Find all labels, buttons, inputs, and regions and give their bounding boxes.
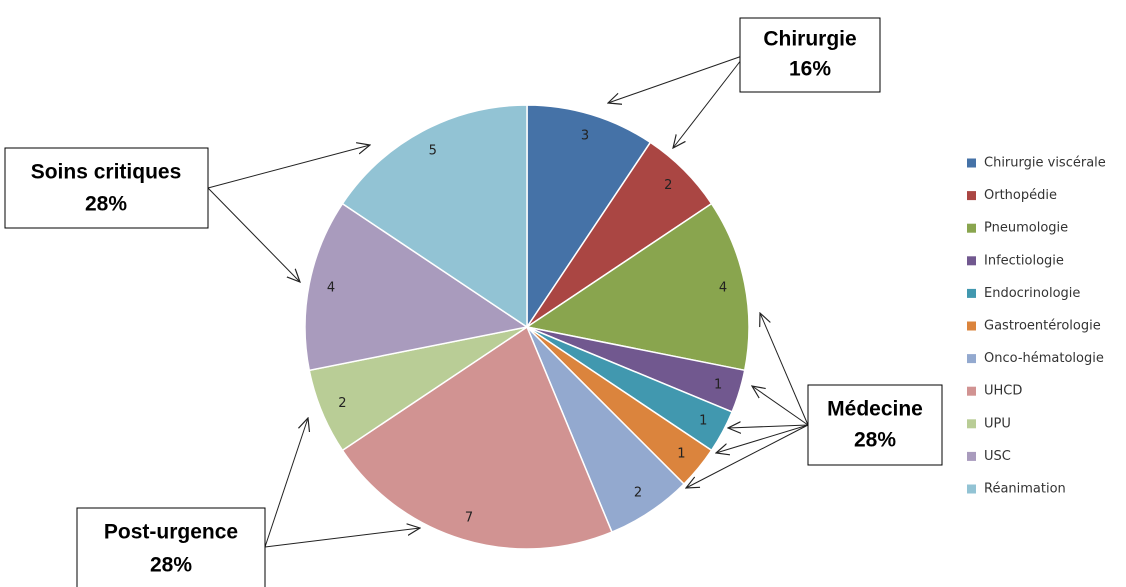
annotation-box: Médecine 28% [807,384,943,466]
annotation-box: Post-urgence 28% [76,507,266,587]
arrow [608,54,746,103]
data-label: 1 [699,414,707,429]
data-label: 1 [677,446,685,461]
data-label: 4 [327,281,335,296]
arrow [207,145,370,189]
data-label: 3 [581,128,589,143]
arrows [207,54,809,548]
slice [341,104,528,329]
data-label: 1 [714,377,722,392]
legend-label: Endocrinologie [984,286,1080,301]
legend-label: Réanimation [984,482,1066,497]
annotation-title: Post-urgence [104,521,238,544]
slice [304,202,529,372]
annotation-title: Chirurgie [763,28,856,51]
annotation-percent: 16% [789,58,831,81]
legend: Chirurgie viscérale Orthopédie Pneumologie… [967,156,1106,497]
arrow [760,313,809,426]
arrow [207,187,300,282]
legend-swatch [967,158,976,168]
legend-label: UPU [984,416,1011,431]
legend-swatch [967,354,976,364]
data-label: 2 [338,396,346,411]
data-label: 4 [719,281,727,296]
arrow [752,386,809,426]
slice [525,202,750,372]
legend-swatch [967,451,976,461]
slice [341,325,613,550]
legend-swatch [967,386,976,396]
annotation-title: Médecine [827,398,923,421]
annotation-percent: 28% [150,554,192,577]
slice [526,104,652,330]
arrow [686,424,809,488]
legend-swatch [967,321,976,331]
arrow [673,54,746,148]
annotation-box: Chirurgie 16% [739,17,881,93]
legend-label: Chirurgie viscérale [984,156,1106,171]
data-label: 2 [634,486,642,501]
annotation-title: Soins critiques [31,161,182,184]
legend-swatch [967,419,976,429]
arrow [728,425,809,428]
legend-swatch [967,223,976,233]
legend-label: Pneumologie [984,221,1068,236]
data-label: 5 [429,143,437,158]
legend-swatch [967,484,976,494]
legend-label: USC [984,449,1011,464]
arrow [264,418,308,548]
arrow [716,424,809,453]
legend-label: Orthopédie [984,188,1057,203]
arrow [264,528,420,548]
annotation-percent: 28% [85,193,127,216]
legend-label: Onco-hématologie [984,351,1104,366]
legend-swatch [967,256,976,266]
data-label: 2 [664,178,672,193]
data-label: 7 [465,511,473,526]
legend-label: Gastroentérologie [984,319,1101,334]
annotation-box: Soins critiques 28% [4,147,209,229]
legend-swatch [967,288,976,298]
legend-swatch [967,191,976,201]
annotation-percent: 28% [854,429,896,452]
legend-label: UHCD [984,384,1022,399]
legend-label: Infectiologie [984,253,1064,268]
